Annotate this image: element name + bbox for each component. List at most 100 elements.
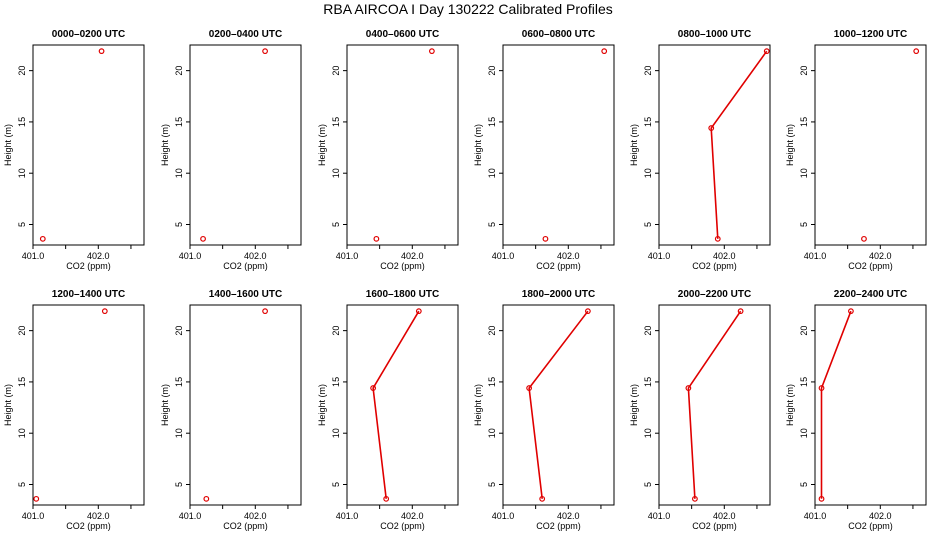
plot-frame (189, 304, 302, 506)
x-tick-label: 402.0 (869, 511, 892, 521)
y-axis-label: Height (m) (317, 124, 327, 166)
y-tick-label: 15 (799, 117, 809, 127)
plot-frame (32, 44, 145, 246)
y-tick-label: 20 (643, 66, 653, 76)
data-point (542, 235, 549, 242)
x-tick-label: 401.0 (179, 511, 202, 521)
y-tick-label: 20 (17, 66, 27, 76)
data-point (692, 495, 698, 502)
y-axis-label: Height (m) (629, 124, 639, 166)
y-axis-label: Height (m) (785, 384, 795, 426)
data-point (262, 48, 268, 55)
y-tick-label: 5 (643, 482, 653, 487)
data-point (818, 495, 825, 502)
data-point (539, 495, 546, 502)
data-point (848, 308, 854, 315)
y-axis-label: Height (m) (473, 384, 483, 426)
x-axis-label: CO2 (ppm) (536, 521, 581, 531)
panel-title: 1600–1800 UTC (366, 289, 439, 300)
y-tick-label: 5 (487, 222, 497, 227)
panel-10: 1800–2000 UTC 401.0 402.0 5 10 15 20 CO2 (ppm) H… (473, 289, 615, 531)
x-tick-label: 402.0 (557, 511, 580, 521)
data-point (526, 385, 533, 391)
y-tick-label: 20 (331, 66, 341, 76)
y-tick-label: 10 (174, 428, 184, 438)
x-axis-label: CO2 (ppm) (223, 521, 268, 531)
x-tick-label: 401.0 (804, 511, 827, 521)
x-axis-label: CO2 (ppm) (380, 261, 425, 271)
profile-line (372, 310, 420, 499)
x-axis-label: CO2 (ppm) (66, 521, 111, 531)
profile-line (528, 310, 589, 499)
data-point (415, 308, 422, 315)
data-point (383, 495, 390, 502)
x-tick-label: 401.0 (22, 251, 45, 261)
plot-frame (189, 44, 302, 246)
data-point (33, 495, 40, 502)
x-tick-label: 402.0 (87, 511, 110, 521)
y-tick-label: 5 (174, 222, 184, 227)
panel-title: 1200–1400 UTC (52, 289, 125, 300)
panel-title: 2200–2400 UTC (834, 289, 907, 300)
x-axis-label: CO2 (ppm) (848, 261, 893, 271)
x-tick-label: 402.0 (244, 251, 267, 261)
y-tick-label: 20 (17, 326, 27, 336)
y-tick-label: 5 (331, 222, 341, 227)
data-point (737, 308, 744, 315)
y-tick-label: 20 (487, 66, 497, 76)
x-tick-label: 401.0 (492, 251, 515, 261)
panel-2: 0200–0400 UTC 401.0 402.0 5 10 15 20 CO2 (ppm) H… (160, 29, 302, 271)
data-point (98, 48, 105, 55)
data-point (200, 235, 206, 242)
profile-line (820, 310, 852, 499)
x-tick-label: 401.0 (804, 251, 827, 261)
y-tick-label: 10 (799, 428, 809, 438)
x-tick-label: 402.0 (87, 251, 110, 261)
y-axis-label: Height (m) (629, 384, 639, 426)
plot-frame (814, 304, 927, 506)
data-point (101, 308, 108, 315)
y-tick-label: 10 (487, 168, 497, 178)
panel-4: 0600–0800 UTC 401.0 402.0 5 10 15 20 CO2 (ppm) H… (473, 29, 615, 271)
y-tick-label: 15 (487, 117, 497, 127)
plot-frame (346, 304, 459, 506)
panel-12: 2200–2400 UTC 401.0 402.0 5 10 15 20 CO2 (ppm) H… (785, 289, 927, 531)
x-tick-label: 401.0 (336, 511, 359, 521)
panel-5: 0800–1000 UTC 401.0 402.0 5 10 15 20 CO2 (ppm) H… (629, 29, 771, 271)
y-tick-label: 5 (17, 482, 27, 487)
plot-frame (502, 44, 615, 246)
y-tick-label: 15 (17, 117, 27, 127)
y-tick-label: 15 (487, 377, 497, 387)
plot-frame (658, 304, 771, 506)
y-tick-label: 5 (799, 482, 809, 487)
plot-frame (814, 44, 927, 246)
x-tick-label: 402.0 (401, 511, 424, 521)
y-tick-label: 15 (331, 117, 341, 127)
x-axis-label: CO2 (ppm) (66, 261, 111, 271)
y-tick-label: 15 (643, 117, 653, 127)
x-tick-label: 402.0 (401, 251, 424, 261)
panel-7: 1200–1400 UTC 401.0 402.0 5 10 15 20 CO2 (ppm) H… (3, 289, 145, 531)
data-point (714, 235, 721, 242)
plot-frame (502, 304, 615, 506)
x-tick-label: 401.0 (336, 251, 359, 261)
y-tick-label: 5 (487, 482, 497, 487)
panel-title: 2000–2200 UTC (678, 289, 751, 300)
panel-title: 0400–0600 UTC (366, 29, 439, 40)
y-tick-label: 15 (331, 377, 341, 387)
data-point (370, 385, 377, 391)
y-axis-label: Height (m) (785, 124, 795, 166)
data-point (203, 495, 210, 502)
y-tick-label: 15 (799, 377, 809, 387)
data-point (373, 235, 380, 242)
panel-6: 1000–1200 UTC 401.0 402.0 5 10 15 20 CO2 (ppm) H… (785, 29, 927, 271)
y-axis-label: Height (m) (160, 124, 170, 166)
y-tick-label: 20 (643, 326, 653, 336)
data-point (262, 308, 268, 315)
x-axis-label: CO2 (ppm) (536, 261, 581, 271)
data-point (601, 48, 608, 55)
data-point (708, 125, 715, 131)
y-tick-label: 5 (799, 222, 809, 227)
panel-title: 1400–1600 UTC (209, 289, 282, 300)
x-tick-label: 401.0 (492, 511, 515, 521)
